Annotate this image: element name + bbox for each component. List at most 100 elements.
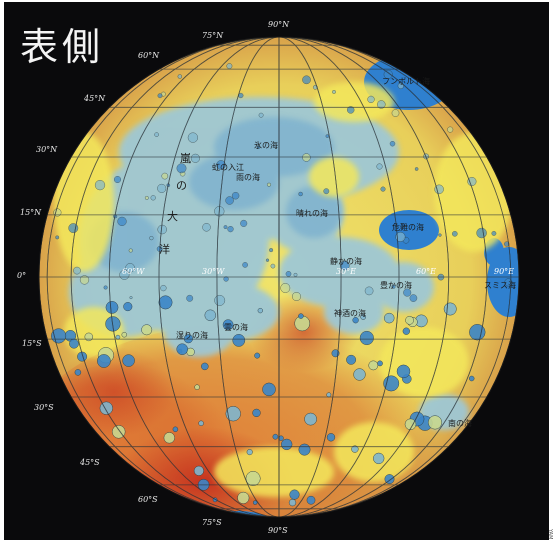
label-lat-75n: 75°N (202, 31, 224, 40)
crater (99, 401, 113, 415)
crater (402, 327, 410, 335)
crater (202, 223, 211, 232)
crater (427, 415, 443, 430)
crater (304, 412, 317, 426)
crater (225, 406, 241, 422)
crater (144, 195, 149, 200)
crater (246, 449, 253, 456)
crater (469, 324, 486, 341)
crater (504, 241, 510, 247)
crater (266, 182, 272, 187)
label-sea-of-cold: 氷の海 (254, 140, 278, 150)
crater (376, 163, 383, 170)
crater (326, 433, 336, 442)
crater (302, 75, 311, 85)
crater (190, 153, 200, 163)
crater (198, 420, 204, 427)
label-sea-of-fertility: 豊かの海 (380, 280, 412, 290)
crater (367, 95, 375, 104)
crater (157, 183, 167, 193)
crater (176, 163, 187, 174)
ocean-label-char: 嵐 (180, 152, 191, 165)
crater (258, 112, 264, 118)
label-smyth: スミス海 (484, 280, 516, 290)
crater (289, 489, 300, 500)
crater (125, 263, 135, 273)
crater (285, 271, 292, 277)
page-title: 表側 (20, 25, 105, 69)
crater (225, 196, 234, 205)
crater (346, 106, 355, 114)
ocean-label-char: 大 (167, 209, 178, 223)
ocean-label-char: の (176, 179, 187, 192)
longitude-line (158, 37, 400, 517)
crater (288, 498, 297, 507)
crater (383, 312, 395, 324)
crater (434, 184, 444, 195)
crater (391, 109, 400, 117)
crater (77, 351, 88, 362)
label-lat-30n: 30°N (36, 145, 58, 154)
crater (97, 354, 111, 368)
crater (117, 216, 127, 227)
crater (161, 172, 169, 180)
moon-disc (39, 37, 519, 517)
crater (157, 224, 167, 235)
crater (438, 233, 442, 237)
crater (377, 100, 386, 109)
crater (391, 284, 396, 289)
crater (405, 315, 414, 325)
crater (232, 334, 246, 347)
longitude-line (70, 37, 488, 517)
crater (177, 74, 183, 79)
crater (150, 195, 156, 201)
crater (231, 191, 240, 200)
crater (254, 352, 261, 359)
crater (380, 186, 386, 192)
crater (128, 248, 133, 253)
crater (323, 188, 330, 195)
longitude-line (216, 37, 342, 517)
crater (352, 317, 359, 324)
crater (73, 266, 81, 275)
crater (332, 89, 336, 94)
crater (397, 82, 404, 90)
crater (414, 167, 419, 171)
label-sea-of-rains: 雨の海 (236, 172, 260, 182)
crater (214, 294, 226, 306)
label-south-sea: 南の海 (448, 418, 472, 428)
crater (468, 375, 475, 382)
crater (74, 369, 82, 376)
label-sea-of-crises: 危難の海 (392, 222, 424, 232)
lunar-topographic-map: 90°N 75°N 60°N 45°N 30°N 15°N 0° 15°S 30… (17, 20, 520, 535)
crater (69, 338, 79, 349)
crater (237, 491, 250, 504)
crater (240, 219, 248, 227)
crater (409, 294, 418, 302)
crater (302, 153, 311, 162)
crater (384, 474, 395, 485)
crater (476, 227, 487, 239)
crater (404, 418, 417, 431)
crater (79, 275, 90, 285)
crater (269, 248, 274, 253)
crater (242, 262, 248, 268)
crater (298, 191, 303, 197)
crater (396, 364, 411, 379)
crater (163, 432, 175, 444)
crater (160, 284, 167, 292)
crater (227, 225, 234, 233)
crater (298, 443, 311, 456)
crater (204, 309, 217, 322)
crater (359, 330, 374, 346)
crater (113, 175, 122, 184)
label-lat-60s: 60°S (138, 495, 158, 504)
crater (443, 302, 457, 316)
crater (149, 235, 154, 241)
crater (201, 362, 209, 371)
label-sea-of-nectar: 神酒の海 (334, 308, 366, 318)
label-lat-90s: 90°S (268, 526, 288, 535)
crater (467, 176, 477, 187)
label-lat-15s: 15°S (22, 339, 42, 348)
label-lat-45n: 45°N (83, 94, 106, 103)
